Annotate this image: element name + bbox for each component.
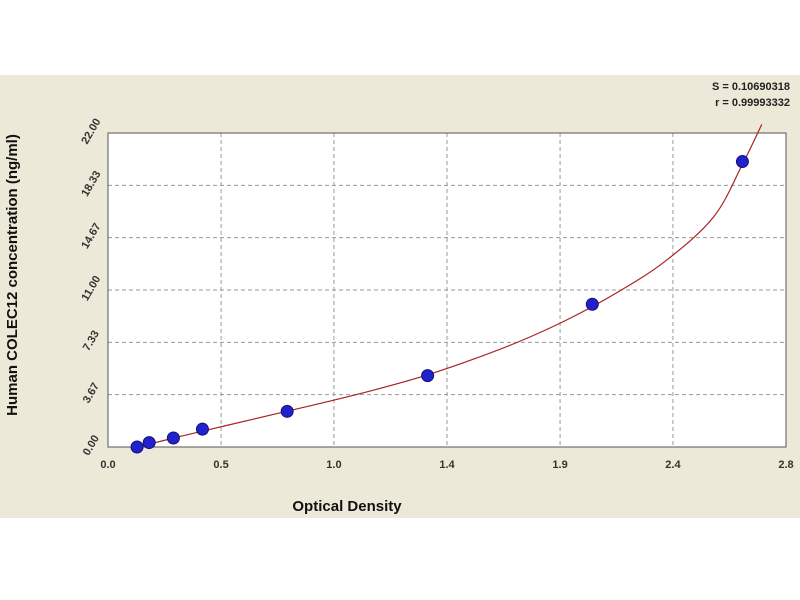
y-tick-label: 14.67 (79, 221, 103, 251)
y-tick-label: 11.00 (79, 274, 103, 303)
x-tick-label: 0.0 (100, 459, 115, 471)
fit-curve (135, 124, 763, 447)
plot-frame (107, 132, 787, 448)
x-axis-title: Optical Density (292, 498, 402, 515)
fit-stat-label: r = 0.99993332 (715, 97, 790, 109)
y-tick-label: 3.67 (81, 381, 102, 406)
data-point (585, 297, 599, 311)
x-tick-label: 1.9 (552, 459, 567, 471)
standard-curve-chart: 0.0 0.5 1.0 1.4 1.9 2.4 2.8 0.00 3.67 7.33 11.00 14… (4, 81, 794, 515)
data-point (280, 404, 294, 418)
y-tick-label: 22.00 (79, 117, 103, 147)
chart-panel: 0.0 0.5 1.0 1.4 1.9 2.4 2.8 0.00 3.67 7.33 11.00 14… (0, 75, 800, 518)
x-tick-label: 2.8 (778, 459, 793, 471)
y-tick-label: 7.33 (81, 329, 102, 354)
x-tick-label: 1.0 (326, 459, 341, 471)
fit-stat-label: S = 0.10690318 (712, 81, 790, 93)
data-point (142, 436, 156, 450)
data-point (421, 369, 435, 383)
y-tick-label: 18.33 (79, 169, 103, 199)
x-tick-label: 1.4 (439, 459, 455, 471)
data-point (130, 440, 144, 454)
y-tick-label: 0.00 (81, 433, 102, 458)
data-point (166, 431, 180, 445)
x-tick-label: 0.5 (213, 459, 228, 471)
data-point (735, 155, 749, 169)
x-tick-label: 2.4 (665, 459, 681, 471)
y-axis-title: Human COLEC12 concentration (ng/ml) (4, 134, 21, 416)
data-point (195, 422, 209, 436)
